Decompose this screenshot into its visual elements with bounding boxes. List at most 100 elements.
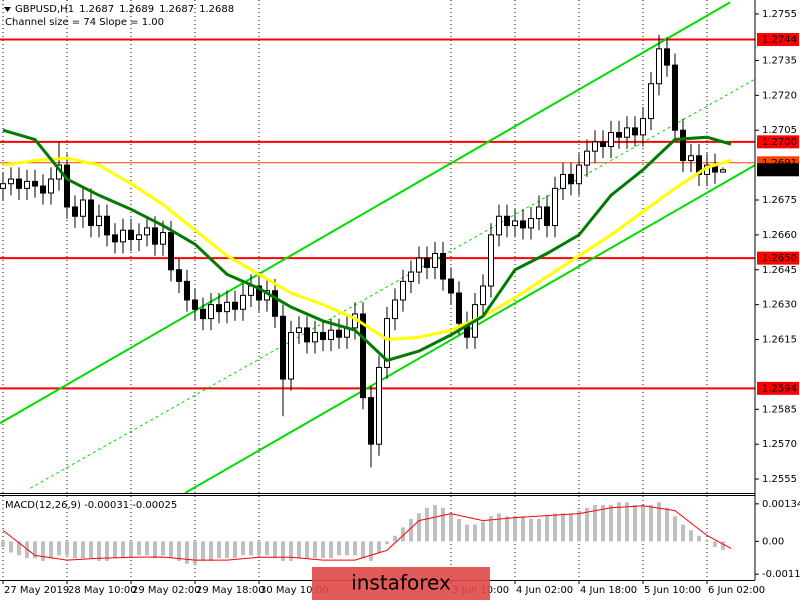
candle-body: [304, 327, 310, 343]
macd-bar: [545, 516, 549, 542]
macd-bar: [105, 541, 109, 561]
moving-average: [2, 156, 732, 342]
candle-body: [432, 252, 438, 268]
candle-body: [256, 285, 262, 301]
overlay: GBPUSD,H1 1.2687 1.2689 1.2687 1.2688 Channe…: [4, 4, 490, 600]
macd-bar: [169, 541, 173, 559]
macd-bar: [625, 502, 629, 542]
candle-body: [416, 257, 422, 273]
macd-bar: [665, 507, 669, 542]
candle-body: [72, 206, 78, 217]
header-open: 1.2687: [79, 4, 114, 15]
macd-bar: [241, 541, 245, 556]
level-label: 1.2700: [762, 137, 797, 148]
candle-body: [24, 180, 30, 189]
macd-bar: [225, 541, 229, 559]
candle-body: [128, 229, 134, 241]
candle-body: [312, 332, 318, 343]
macd-bar: [377, 541, 381, 553]
candle-body: [480, 285, 486, 306]
candle-body: [200, 308, 206, 320]
macd-bar: [689, 530, 693, 542]
candle-body: [648, 83, 654, 120]
candle-body: [48, 178, 54, 194]
candle-body: [664, 48, 670, 66]
macd-bar: [425, 507, 429, 542]
candle-body: [552, 187, 558, 227]
candle-body: [720, 169, 726, 173]
x-tick-label: 29 May 18:00: [196, 585, 265, 596]
channel-line: [0, 1, 731, 425]
y-tick-label: 1.2755: [762, 9, 797, 20]
candle-body: [296, 327, 302, 334]
macd-bar: [641, 504, 645, 542]
macd-bar: [273, 541, 277, 559]
candle-body: [568, 173, 574, 185]
macd-bar: [497, 513, 501, 542]
macd-bar: [481, 521, 485, 542]
logo-box: [312, 567, 490, 600]
macd-bar: [577, 510, 581, 542]
symbol: GBPUSD,H1: [15, 4, 74, 15]
macd-bar: [41, 541, 45, 561]
macd-bar: [561, 513, 565, 542]
candle-body: [16, 178, 22, 189]
macd-bar: [681, 524, 685, 542]
candle-body: [320, 332, 326, 341]
macd-bar: [537, 518, 541, 542]
level-box: [757, 135, 799, 149]
y-tick-label: 1.2660: [762, 230, 797, 241]
macd-bar: [209, 541, 213, 561]
candle-body: [392, 299, 398, 320]
candle-body: [616, 132, 622, 138]
macd-bar: [129, 541, 133, 559]
macd-bar: [433, 504, 437, 542]
candle-body: [656, 48, 662, 85]
candle-body: [136, 234, 142, 241]
candle-body: [608, 132, 614, 148]
macd-bar: [329, 541, 333, 559]
macd-bar: [137, 541, 141, 556]
candle-body: [376, 366, 382, 445]
x-tick-label: 28 May 10:00: [68, 585, 137, 596]
y-tick-label: 1.2720: [762, 90, 797, 101]
macd-bar: [465, 524, 469, 542]
level-label: 1.2744: [762, 35, 797, 46]
candle-body: [120, 229, 126, 243]
x-tick-label: 6 Jun 02:00: [708, 585, 765, 596]
macd-bar: [601, 504, 605, 542]
candle-body: [272, 290, 278, 317]
signal-line: [2, 505, 732, 561]
candle-body: [216, 304, 222, 313]
macd-bar: [177, 541, 181, 561]
candle-body: [96, 215, 102, 227]
macd-bar: [385, 541, 389, 545]
macd-bar: [201, 541, 205, 561]
macd-bar: [185, 541, 189, 564]
symbol-header: GBPUSD,H1 1.2687 1.2689 1.2687 1.2688: [15, 4, 234, 15]
candle-body: [584, 150, 590, 166]
candle-body: [144, 227, 150, 236]
candle-body: [520, 220, 526, 229]
candle-body: [176, 269, 182, 282]
candle-body: [288, 332, 294, 380]
macd-bar: [457, 518, 461, 542]
candle-body: [0, 183, 6, 189]
macd-panel: [1, 496, 732, 580]
macd-bar: [353, 541, 357, 556]
candle-body: [448, 278, 454, 294]
candle-body: [600, 141, 606, 148]
candle-body: [80, 199, 86, 217]
macd-bar: [505, 516, 509, 542]
candle-body: [240, 294, 246, 310]
macd-title: MACD(12,26,9) -0.00031 -0.00025: [5, 500, 177, 511]
macd-bar: [449, 513, 453, 542]
macd-bar: [113, 541, 117, 559]
candle-body: [88, 199, 94, 227]
macd-bar: [609, 504, 613, 542]
macd-bar: [441, 507, 445, 542]
level-box: [757, 251, 799, 265]
macd-bar: [313, 541, 317, 559]
